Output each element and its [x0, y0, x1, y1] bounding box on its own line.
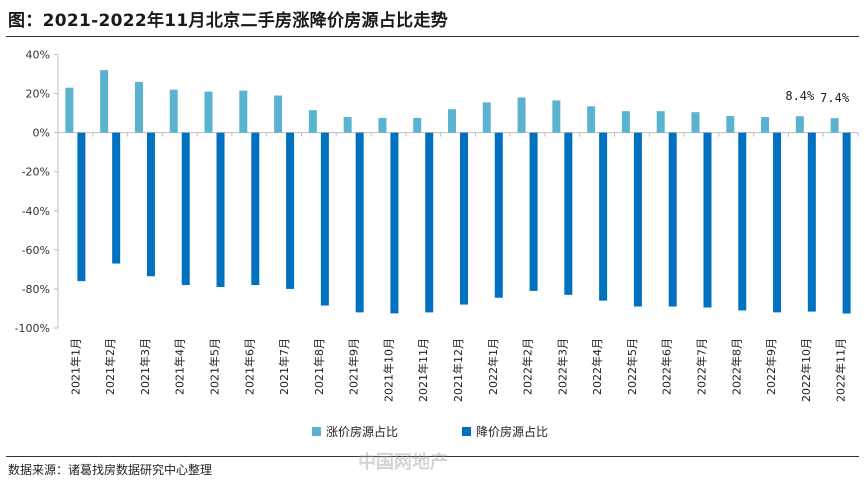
fall-bar	[668, 132, 677, 307]
x-tick-label: 2021年5月	[208, 338, 222, 395]
fall-bar	[529, 132, 538, 291]
fall-bar	[77, 132, 86, 282]
x-tick-label: 2021年1月	[68, 338, 82, 395]
x-tick-label: 2022年5月	[625, 338, 639, 395]
rise-bar	[482, 102, 491, 133]
x-tick-label: 2021年11月	[416, 338, 430, 402]
rise-bar	[134, 81, 143, 133]
y-tick-label: 0%	[33, 127, 50, 140]
rise-bar	[691, 112, 700, 133]
x-tick-label: 2022年8月	[729, 338, 743, 395]
rise-bar	[517, 97, 526, 133]
fall-bar	[355, 132, 364, 313]
y-tick-label: -60%	[22, 244, 50, 257]
rise-bar	[587, 106, 596, 133]
fall-bar	[251, 132, 260, 286]
rise-bar	[308, 110, 317, 133]
y-tick-label: -40%	[22, 205, 50, 218]
fall-bar	[773, 132, 782, 313]
x-tick-label: 2021年3月	[138, 338, 152, 395]
y-tick-label: -20%	[22, 166, 50, 179]
rise-bar	[413, 117, 422, 133]
x-tick-label: 2021年7月	[277, 338, 291, 395]
rise-bar	[239, 90, 248, 133]
fall-bar	[146, 132, 155, 277]
title-divider	[6, 36, 859, 37]
x-tick-label: 2022年9月	[764, 338, 778, 395]
x-tick-label: 2022年7月	[694, 338, 708, 395]
fall-bar	[494, 132, 503, 298]
fall-bar	[460, 132, 468, 305]
rise-bar	[552, 100, 561, 133]
y-tick-label: 40%	[26, 49, 50, 62]
fall-bar	[703, 132, 712, 308]
x-tick-label: 2021年12月	[451, 338, 465, 402]
rise-bar	[726, 116, 735, 133]
data-source-note: 数据来源：诸葛找房数据研究中心整理	[8, 463, 213, 477]
rise-bar	[204, 91, 213, 133]
legend-swatch	[462, 427, 471, 436]
fall-bar	[181, 132, 190, 286]
legend-label: 降价房源占比	[476, 424, 548, 439]
x-tick-label: 2021年10月	[381, 338, 395, 402]
rise-bar	[621, 111, 630, 133]
rise-bar	[795, 116, 804, 133]
rise-bar	[343, 117, 352, 133]
rise-bar	[169, 89, 178, 133]
chart-title: 图：2021-2022年11月北京二手房涨降价房源占比走势	[8, 11, 449, 31]
fall-bar	[112, 132, 121, 264]
fall-bar	[286, 132, 295, 289]
footer-divider	[6, 456, 859, 457]
fall-bar	[216, 132, 225, 287]
fall-bar	[320, 132, 329, 306]
watermark-logo: 中国网地产	[358, 452, 448, 473]
x-tick-label: 2021年6月	[242, 338, 256, 395]
x-tick-label: 2022年3月	[555, 338, 569, 395]
rise-bar	[761, 117, 770, 133]
data-label: 8.4%	[785, 89, 815, 103]
fall-bar	[564, 132, 573, 295]
fall-bar	[633, 132, 642, 307]
rise-bar	[274, 95, 283, 133]
x-tick-label: 2022年1月	[486, 338, 500, 395]
rise-bar	[378, 117, 387, 133]
x-tick-label: 2022年4月	[590, 338, 604, 395]
x-tick-label: 2022年10月	[799, 338, 813, 402]
x-tick-label: 2022年6月	[660, 338, 674, 395]
legend-label: 涨价房源占比	[326, 424, 398, 439]
fall-bar	[390, 132, 399, 314]
data-label: 7.4%	[820, 91, 850, 105]
rise-bar	[448, 109, 456, 133]
fall-bar	[599, 132, 608, 301]
fall-bar	[842, 132, 851, 314]
x-tick-label: 2021年9月	[347, 338, 361, 395]
y-tick-label: -80%	[22, 283, 50, 296]
fall-bar	[807, 132, 816, 312]
x-tick-label: 2021年4月	[173, 338, 187, 395]
rise-bar	[100, 70, 109, 133]
x-tick-label: 2022年11月	[834, 338, 848, 402]
rise-bar	[656, 111, 665, 133]
x-tick-label: 2022年2月	[521, 338, 535, 395]
x-tick-label: 2021年2月	[103, 338, 117, 395]
fall-bar	[738, 132, 747, 311]
fall-bar	[425, 132, 434, 313]
y-tick-label: -100%	[15, 322, 50, 335]
legend-swatch	[312, 427, 321, 436]
x-tick-label: 2021年8月	[312, 338, 326, 395]
y-tick-label: 20%	[26, 88, 50, 101]
rise-bar	[830, 118, 839, 133]
rise-bar	[65, 87, 74, 133]
